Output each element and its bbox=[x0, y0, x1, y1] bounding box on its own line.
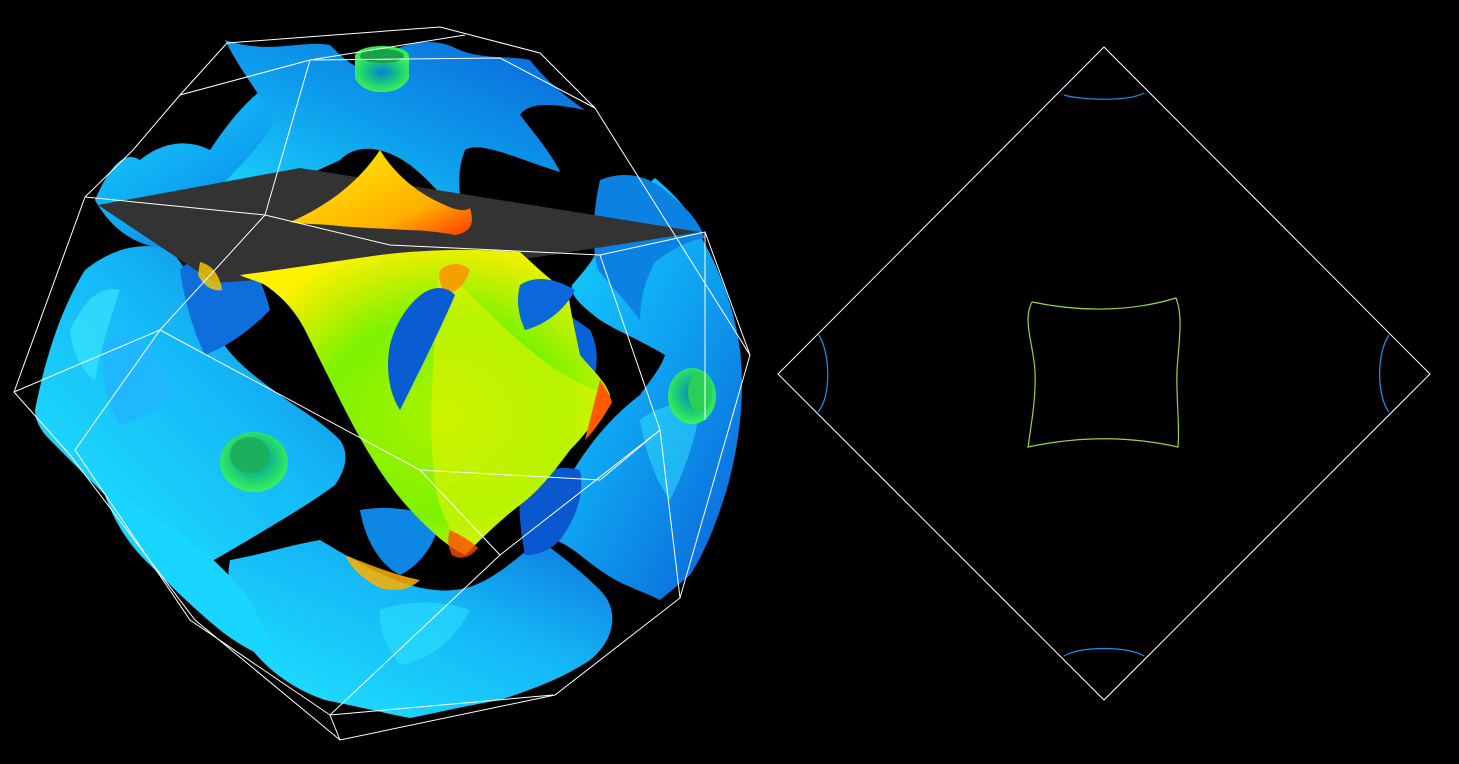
green-pockets bbox=[220, 46, 716, 492]
center-contour bbox=[1027, 297, 1181, 448]
brillouin-zone-wireframe bbox=[13, 26, 751, 741]
corner-contours bbox=[817, 92, 1390, 657]
cross-section-2d-view[interactable] bbox=[777, 46, 1431, 701]
electron-fermi-surface bbox=[198, 150, 612, 590]
zone-boundary-diamond bbox=[777, 46, 1431, 701]
brillouin-zone-3d-view[interactable] bbox=[13, 26, 751, 741]
